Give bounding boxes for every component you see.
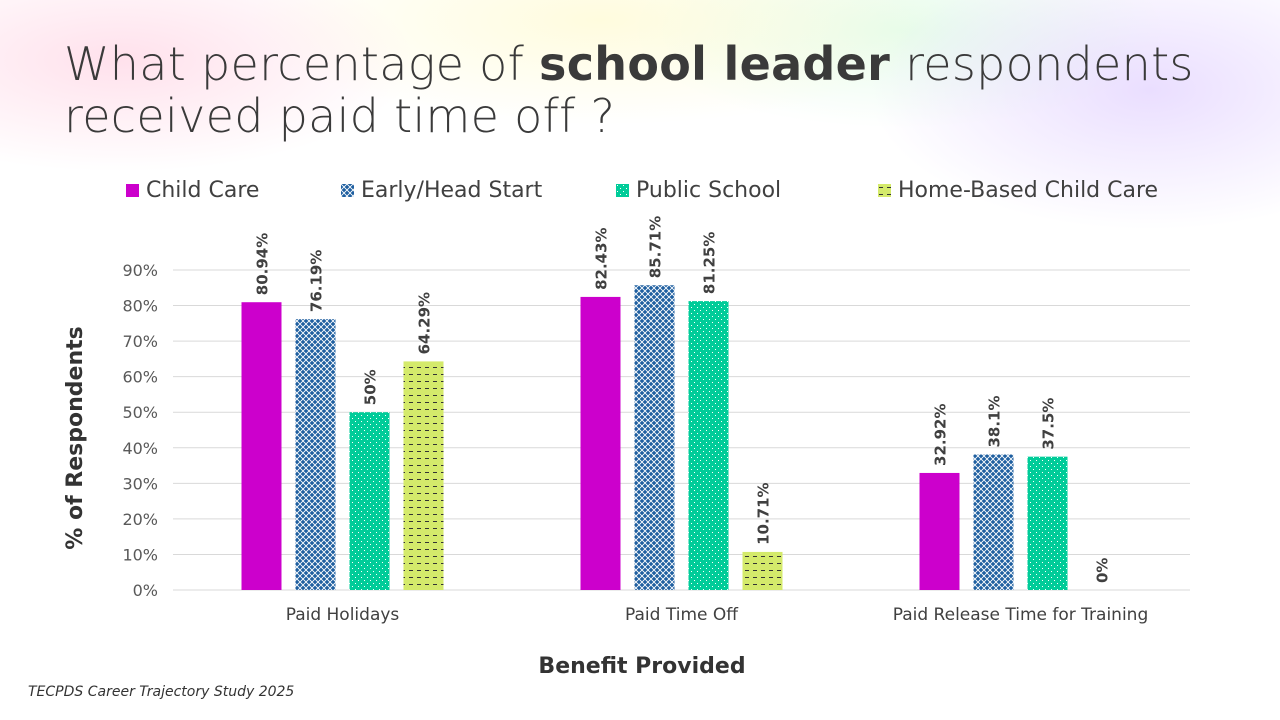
legend-swatch <box>878 184 891 197</box>
y-tick-label: 20% <box>122 510 158 529</box>
y-tick-label: 70% <box>122 332 158 351</box>
bar-home-based-child-care <box>403 361 444 590</box>
data-label: 37.5% <box>1040 398 1058 450</box>
y-tick-label: 90% <box>122 261 158 280</box>
data-label: 76.19% <box>308 250 326 312</box>
legend-label: Child Care <box>146 178 260 203</box>
y-tick-label: 30% <box>122 474 158 493</box>
bar-public-school <box>349 412 390 590</box>
legend-item-home-based: Home-Based Child Care <box>878 178 1158 203</box>
bar-early-head-start <box>295 319 336 590</box>
source-note: TECPDS Career Trajectory Study 2025 <box>28 684 295 700</box>
y-tick-label: 10% <box>122 545 158 564</box>
data-label: 50% <box>362 369 380 405</box>
data-label: 81.25% <box>701 232 719 294</box>
data-label: 85.71% <box>647 216 665 278</box>
data-label: 10.71% <box>755 482 773 544</box>
y-tick-label: 50% <box>122 403 158 422</box>
bar-child-care <box>919 472 960 590</box>
bar-early-head-start <box>973 454 1014 590</box>
title-text: What percentage of <box>64 37 540 91</box>
legend-label: Early/Head Start <box>361 178 543 203</box>
y-tick-label: 80% <box>122 297 158 316</box>
bar-child-care <box>241 302 282 590</box>
bar-early-head-start <box>634 285 675 590</box>
legend: Child Care Early/Head Start Public Schoo… <box>126 178 1158 203</box>
legend-label: Home-Based Child Care <box>898 178 1159 203</box>
y-tick-label: 40% <box>122 439 158 458</box>
bar-public-school <box>688 301 729 590</box>
legend-swatch <box>126 184 139 197</box>
data-label: 80.94% <box>254 233 272 295</box>
title-text-end: respondents received paid time off ? <box>64 37 1194 143</box>
data-label: 0% <box>1094 558 1112 583</box>
data-label: 32.92% <box>932 403 950 465</box>
y-tick-label: 60% <box>122 368 158 387</box>
slide-title: What percentage of school leader respond… <box>64 38 1280 142</box>
legend-item-child-care: Child Care <box>126 178 341 203</box>
data-label: 82.43% <box>593 227 611 289</box>
legend-swatch <box>616 184 629 197</box>
bar-home-based-child-care <box>742 551 783 590</box>
legend-label: Public School <box>636 178 782 203</box>
x-tick-label: Paid Holidays <box>286 605 400 625</box>
title-bold: school leader <box>539 37 891 91</box>
legend-swatch <box>341 184 354 197</box>
y-tick-label: 0% <box>133 581 158 600</box>
data-label: 64.29% <box>416 292 434 354</box>
data-label: 38.1% <box>986 395 1004 447</box>
legend-item-early-head-start: Early/Head Start <box>341 178 616 203</box>
legend-item-public-school: Public School <box>616 178 878 203</box>
x-tick-label: Paid Release Time for Training <box>893 605 1149 625</box>
y-axis-label: % of Respondents <box>63 326 88 549</box>
x-axis-label: Benefit Provided <box>538 654 745 679</box>
bar-public-school <box>1027 456 1068 590</box>
x-tick-label: Paid Time Off <box>625 605 739 625</box>
bar-child-care <box>580 296 621 590</box>
